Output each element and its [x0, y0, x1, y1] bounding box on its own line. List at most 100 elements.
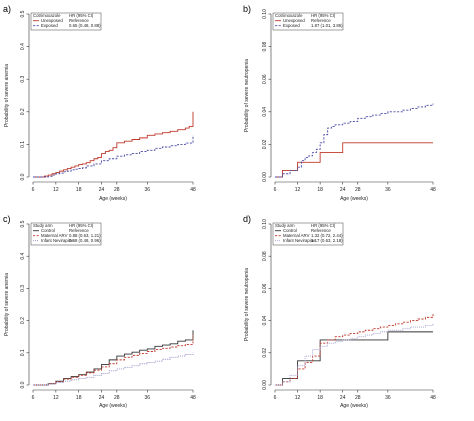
chart-panel-4: d) 0.00 0.02 0.04 0.06 0.08 0.10 6 12 18 24 28 36 48 A…: [243, 214, 436, 409]
x-tick-label: 18: [76, 187, 82, 193]
series-line-3: [275, 323, 434, 386]
legend-series-name: Control: [283, 228, 297, 233]
y-tick-label: 0.0: [20, 173, 26, 180]
legend-header-group: Cotrimoxazole: [275, 13, 303, 18]
y-tick-label: 0.2: [20, 108, 26, 115]
y-tick-label: 0.4: [20, 43, 26, 50]
x-tick-label: 6: [274, 395, 277, 401]
x-tick-label: 12: [53, 395, 59, 401]
y-tick-label: 0.08: [262, 251, 268, 261]
x-tick-label: 36: [145, 395, 151, 401]
x-axis-label: Age (weeks): [340, 196, 368, 202]
y-tick-label: 0.04: [262, 107, 268, 117]
series-line-1: [275, 142, 433, 178]
panel-letter: a): [3, 4, 11, 14]
chart-panel-2: b) 0.00 0.02 0.04 0.06 0.08 0.10 6 12 18 24 28 36 48 A…: [243, 4, 436, 202]
panel-letter: c): [3, 214, 11, 224]
y-tick-label: 0.10: [262, 219, 268, 229]
legend-series-hr: Reference: [69, 228, 89, 233]
legend-series-name: Exposed: [283, 23, 300, 28]
x-tick-label: 48: [430, 395, 436, 401]
x-tick-label: 48: [190, 395, 196, 401]
legend-header-hr: HR (95% CI): [311, 223, 336, 228]
y-axis-label: Probability of severe anemia: [4, 64, 10, 127]
x-tick-label: 28: [114, 395, 120, 401]
y-axis-label: Probability of severe neutropenia: [244, 268, 250, 341]
legend-series-hr: 1.17 (0.63, 2.18): [311, 238, 343, 243]
x-tick-label: 18: [317, 187, 323, 193]
series-line-2: [275, 314, 434, 386]
y-axis-label: Probability of severe anemia: [4, 273, 10, 336]
y-tick-label: 0.04: [262, 316, 268, 326]
legend-header-hr: HR (95% CI): [69, 223, 94, 228]
y-tick-label: 0.00: [262, 380, 268, 390]
legend-series-name: Unexposed: [283, 18, 305, 23]
y-tick-label: 0.00: [262, 172, 268, 182]
x-tick-label: 36: [385, 187, 391, 193]
x-tick-label: 12: [295, 395, 301, 401]
legend-series-hr: Reference: [311, 18, 331, 23]
y-axis-label: Probability of severe neutropenia: [244, 59, 250, 132]
series-line-1: [275, 331, 433, 386]
legend-header-group: Cotrimoxazole: [33, 13, 61, 18]
chart-panel-1: a) 0.0 0.1 0.2 0.3 0.4 0.5 6 12 18 24 28 36 48 Age (we…: [3, 4, 196, 202]
x-tick-label: 36: [145, 187, 151, 193]
x-tick-label: 6: [32, 187, 35, 193]
y-tick-label: 0.06: [262, 283, 268, 293]
x-tick-label: 48: [430, 187, 436, 193]
y-tick-label: 0.02: [262, 348, 268, 358]
chart-panel-3: c) 0.0 0.1 0.2 0.3 0.4 0.5 6 12 18 24 28 36 48 Age (we…: [3, 214, 196, 409]
x-axis-label: Age (weeks): [99, 403, 127, 409]
legend-series-name: Maternal ARV: [283, 233, 310, 238]
x-tick-label: 28: [114, 187, 120, 193]
y-tick-label: 0.02: [262, 139, 268, 149]
y-tick-label: 0.1: [20, 141, 26, 148]
legend-header-hr: HR (95% CI): [69, 13, 94, 18]
x-tick-label: 18: [317, 395, 323, 401]
y-tick-label: 0.08: [262, 42, 268, 52]
x-axis-label: Age (weeks): [340, 403, 368, 409]
legend-header-hr: HR (95% CI): [311, 13, 336, 18]
legend-series-hr: 0.65 (0.48, 0.88): [69, 23, 101, 28]
x-tick-label: 24: [340, 395, 346, 401]
y-tick-label: 0.5: [20, 10, 26, 17]
series-line-1: [33, 330, 194, 386]
x-tick-label: 24: [99, 187, 105, 193]
legend-box: [30, 12, 102, 31]
x-tick-label: 12: [53, 187, 59, 193]
x-tick-label: 18: [76, 395, 82, 401]
series-line-2: [33, 335, 194, 386]
legend-series-hr: 0.68 (0.48, 0.96): [69, 238, 101, 243]
legend-series-hr: 0.88 (0.63, 1.21): [69, 233, 101, 238]
y-tick-label: 0.06: [262, 74, 268, 84]
y-tick-label: 0.2: [20, 317, 26, 324]
x-tick-label: 6: [274, 187, 277, 193]
series-line-3: [33, 352, 194, 386]
y-tick-label: 0.3: [20, 285, 26, 292]
x-tick-label: 48: [190, 187, 196, 193]
x-tick-label: 24: [99, 395, 105, 401]
x-tick-label: 24: [340, 187, 346, 193]
legend-box: [30, 222, 102, 246]
legend-series-hr: Reference: [311, 228, 331, 233]
panel-letter: d): [243, 214, 251, 224]
legend-series-name: Infant Nevirapine: [41, 238, 74, 243]
y-tick-label: 0.1: [20, 349, 26, 356]
x-tick-label: 28: [355, 187, 361, 193]
legend-box: [272, 12, 344, 31]
series-line-1: [33, 111, 194, 178]
legend-series-hr: 1.87 (1.01, 3.86): [311, 23, 343, 28]
legend-series-name: Unexposed: [41, 18, 63, 23]
x-tick-label: 6: [32, 395, 35, 401]
legend-header-group: Study arm: [275, 223, 295, 228]
y-tick-label: 0.10: [262, 9, 268, 19]
legend-box: [272, 222, 344, 246]
x-tick-label: 12: [295, 187, 301, 193]
x-tick-label: 36: [385, 395, 391, 401]
series-line-2: [33, 135, 194, 178]
x-axis-label: Age (weeks): [99, 196, 127, 202]
legend-header-group: Study arm: [33, 223, 53, 228]
legend-series-name: Maternal ARV: [41, 233, 68, 238]
legend-series-name: Infant Nevirapine: [283, 238, 316, 243]
